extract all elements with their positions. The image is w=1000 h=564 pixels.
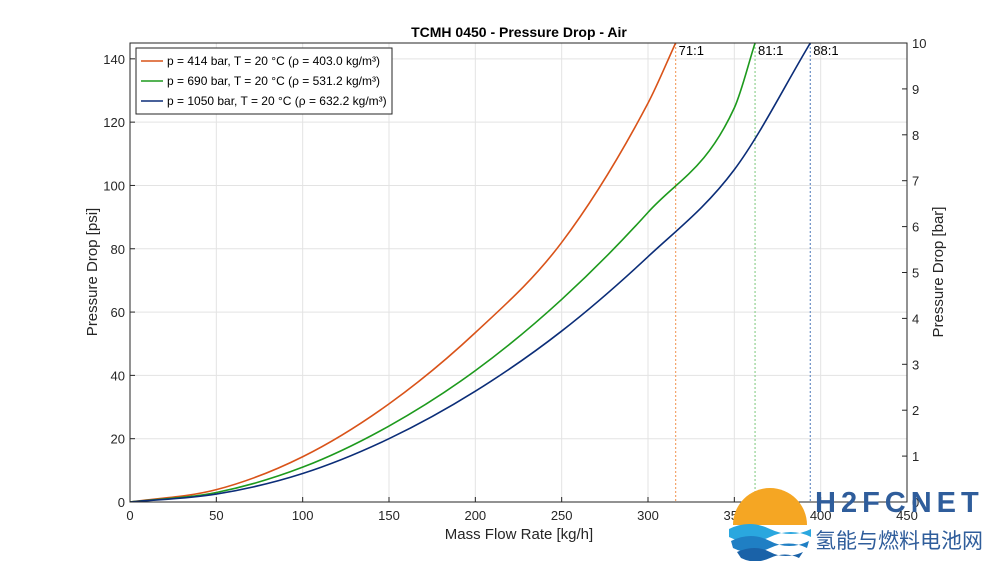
x-tick-label: 150 <box>378 508 400 523</box>
y2-tick-label: 0 <box>912 495 919 510</box>
y2-ticks: 0 1 2 3 4 5 6 7 8 9 10 <box>902 36 926 510</box>
legend-box <box>135 47 393 115</box>
ratio-label: 71:1 <box>679 43 704 58</box>
x-ticks: 050100150200250300350400450 <box>126 497 918 523</box>
y2-tick-label: 7 <box>912 174 919 189</box>
y2-tick-label: 1 <box>912 449 919 464</box>
x-tick-label: 50 <box>209 508 223 523</box>
y2-tick-label: 10 <box>912 36 926 51</box>
h2fcnet-logo-icon <box>729 488 811 561</box>
chart-title: TCMH 0450 - Pressure Drop - Air <box>411 24 627 40</box>
ratio-lines: 71:1 81:1 88:1 <box>675 43 839 502</box>
legend-entry: p = 690 bar, T = 20 °C (ρ = 531.2 kg/m³) <box>167 74 380 88</box>
x-axis-label: Mass Flow Rate [kg/h] <box>445 526 593 543</box>
series-line-1 <box>130 43 677 502</box>
legend: p = 414 bar, T = 20 °C (ρ = 403.0 kg/m³)… <box>135 47 393 115</box>
y-tick-label: 20 <box>111 432 125 447</box>
y-ticks: 0 20 40 60 80 100 120 140 <box>103 52 135 510</box>
y-axis-label: Pressure Drop [psi] <box>84 208 101 336</box>
y-tick-label: 140 <box>103 52 125 67</box>
ratio-label: 81:1 <box>758 43 783 58</box>
x-tick-label: 200 <box>464 508 486 523</box>
y-tick-label: 0 <box>118 495 125 510</box>
watermark-subtitle: 氢能与燃料电池网 <box>815 529 983 553</box>
y2-tick-label: 5 <box>912 266 919 281</box>
watermark-brand: H2FCNET <box>815 487 984 519</box>
x-tick-label: 250 <box>551 508 573 523</box>
watermark: H2FCNET 氢能与燃料电池网 <box>715 483 1000 564</box>
y-tick-label: 100 <box>103 178 125 193</box>
series-line-2 <box>130 43 756 502</box>
y-tick-label: 120 <box>103 115 125 130</box>
y-tick-label: 60 <box>111 305 125 320</box>
x-tick-label: 400 <box>810 508 832 523</box>
legend-entry: p = 1050 bar, T = 20 °C (ρ = 632.2 kg/m³… <box>167 94 387 108</box>
legend-entry: p = 414 bar, T = 20 °C (ρ = 403.0 kg/m³) <box>167 54 380 68</box>
y2-tick-label: 6 <box>912 220 919 235</box>
y-tick-label: 80 <box>111 242 125 257</box>
x-tick-label: 100 <box>292 508 314 523</box>
x-tick-label: 450 <box>896 508 918 523</box>
y2-tick-label: 8 <box>912 128 919 143</box>
series-line-3 <box>130 43 811 502</box>
y2-tick-label: 9 <box>912 82 919 97</box>
y2-axis-label: Pressure Drop [bar] <box>930 207 947 338</box>
y2-tick-label: 2 <box>912 403 919 418</box>
y2-tick-label: 4 <box>912 311 919 326</box>
curves <box>130 43 811 502</box>
y2-tick-label: 3 <box>912 357 919 372</box>
x-tick-label: 300 <box>637 508 659 523</box>
y-tick-label: 40 <box>111 368 125 383</box>
x-tick-label: 0 <box>126 508 133 523</box>
ratio-label: 88:1 <box>813 43 838 58</box>
